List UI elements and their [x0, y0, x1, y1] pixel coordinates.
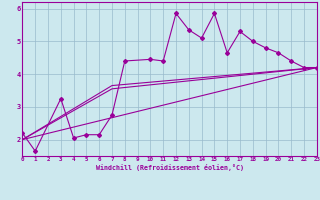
- X-axis label: Windchill (Refroidissement éolien,°C): Windchill (Refroidissement éolien,°C): [96, 164, 244, 171]
